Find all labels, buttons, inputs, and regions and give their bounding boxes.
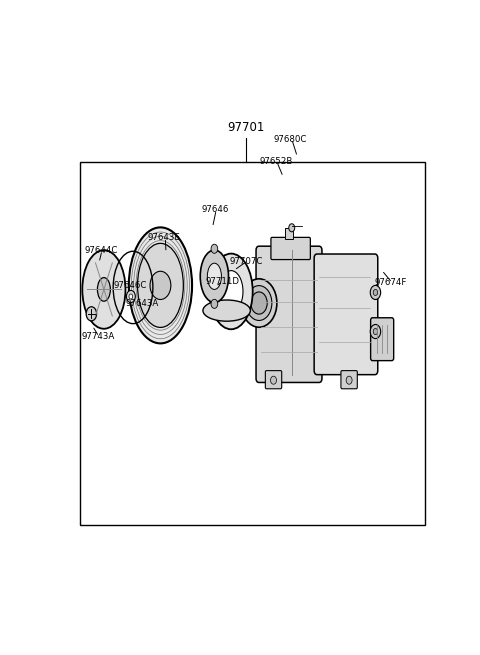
Bar	[285, 228, 293, 239]
Circle shape	[241, 279, 277, 328]
Ellipse shape	[138, 244, 183, 328]
Text: 97646C: 97646C	[114, 281, 147, 290]
Bar	[81, 162, 425, 525]
Circle shape	[150, 271, 171, 299]
Text: 97643A: 97643A	[125, 299, 158, 308]
Ellipse shape	[200, 250, 228, 303]
Ellipse shape	[129, 227, 192, 343]
Text: 97643E: 97643E	[147, 233, 180, 242]
Circle shape	[271, 376, 276, 384]
Circle shape	[129, 294, 133, 299]
FancyBboxPatch shape	[271, 237, 311, 259]
Ellipse shape	[83, 250, 125, 329]
Circle shape	[370, 286, 381, 299]
Circle shape	[211, 244, 218, 253]
Circle shape	[373, 290, 378, 295]
Text: 97674F: 97674F	[374, 278, 407, 288]
FancyBboxPatch shape	[256, 246, 322, 383]
Circle shape	[346, 376, 352, 384]
Ellipse shape	[219, 271, 243, 312]
Text: 97652B: 97652B	[259, 157, 292, 166]
FancyBboxPatch shape	[341, 371, 357, 389]
Text: 97711D: 97711D	[205, 277, 239, 286]
Circle shape	[289, 224, 295, 232]
Text: 97701: 97701	[228, 121, 264, 134]
Circle shape	[211, 299, 218, 309]
Text: 97644C: 97644C	[84, 246, 118, 255]
Circle shape	[246, 286, 272, 320]
Circle shape	[251, 292, 267, 314]
Text: 97707C: 97707C	[229, 257, 263, 266]
FancyBboxPatch shape	[314, 254, 378, 375]
Circle shape	[126, 290, 135, 303]
Ellipse shape	[210, 253, 252, 329]
Ellipse shape	[97, 278, 110, 301]
FancyBboxPatch shape	[265, 371, 282, 389]
Text: 97646: 97646	[202, 205, 229, 214]
Circle shape	[86, 307, 96, 321]
Ellipse shape	[207, 263, 221, 290]
Ellipse shape	[203, 300, 251, 321]
Text: 97680C: 97680C	[274, 135, 307, 143]
Circle shape	[373, 329, 378, 335]
Text: 97743A: 97743A	[81, 332, 114, 341]
FancyBboxPatch shape	[371, 318, 394, 361]
Circle shape	[370, 324, 381, 339]
